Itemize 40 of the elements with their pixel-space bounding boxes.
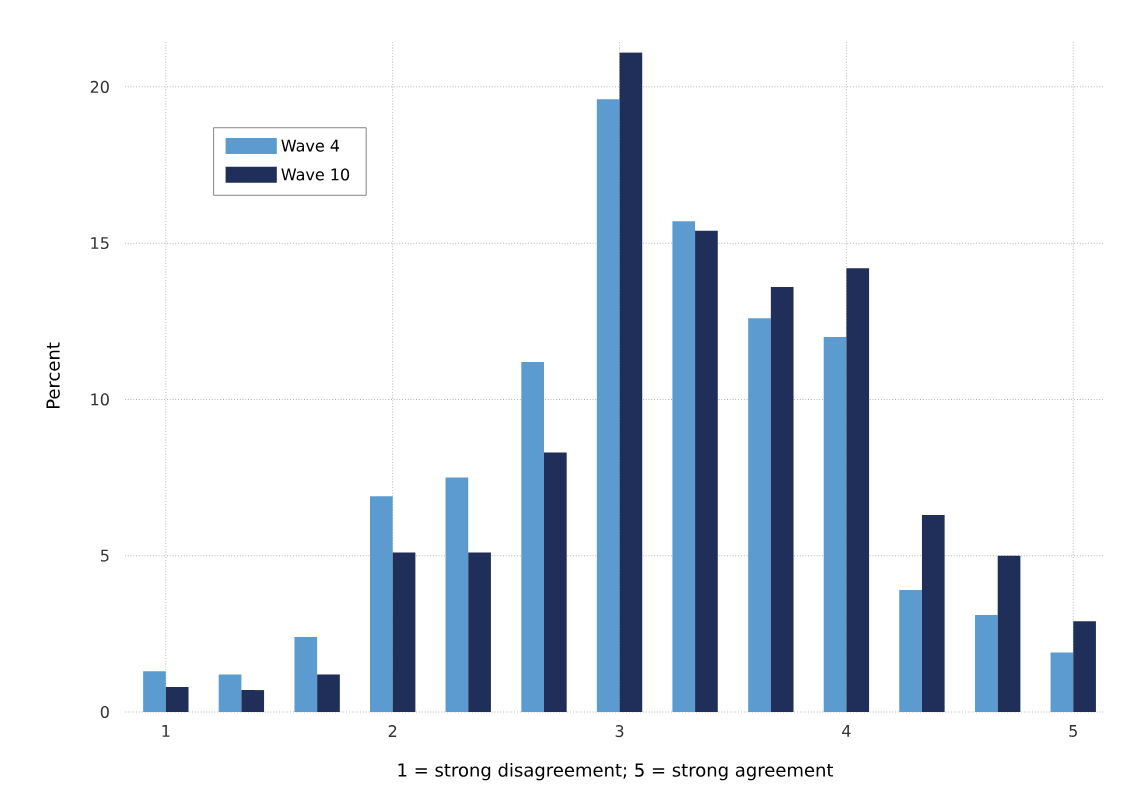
y-axis-title: Percent	[46, 342, 60, 409]
bar	[846, 268, 870, 712]
bar	[823, 336, 847, 712]
bar	[672, 221, 696, 712]
bar	[218, 674, 242, 712]
y-tick-label: 5	[100, 549, 109, 562]
bar	[619, 52, 643, 712]
bar	[748, 318, 771, 712]
bar	[370, 496, 393, 712]
bar	[975, 615, 998, 712]
legend-label: Wave 10	[281, 168, 350, 181]
y-tick-label: 0	[100, 705, 109, 719]
bar	[294, 636, 318, 712]
bar	[544, 452, 567, 712]
bar	[143, 671, 166, 712]
x-tick-label: 1	[162, 725, 170, 737]
bar	[241, 690, 265, 712]
y-tick-label: 10	[91, 393, 109, 406]
bar	[1050, 652, 1074, 712]
legend-label: Wave 4	[281, 139, 340, 152]
bar	[899, 590, 922, 712]
y-tick-label: 15	[91, 237, 109, 250]
x-axis-title: 1 = strong disagreement; 5 = strong agreement	[398, 762, 834, 781]
bar	[921, 515, 945, 712]
bar	[1073, 621, 1096, 712]
bar	[165, 686, 189, 712]
bar	[445, 477, 469, 712]
bar	[596, 99, 620, 712]
bar	[997, 555, 1021, 712]
x-tick-label: 5	[1069, 725, 1077, 737]
y-tick-label: 20	[90, 80, 109, 93]
x-tick-label: 4	[842, 725, 851, 737]
bar	[770, 286, 794, 712]
x-tick-label: 2	[388, 725, 397, 737]
bar	[317, 674, 340, 712]
x-tick-label: 3	[615, 725, 624, 738]
bar	[468, 552, 491, 712]
bar	[695, 230, 718, 712]
bar	[521, 361, 544, 712]
bar	[392, 552, 416, 712]
